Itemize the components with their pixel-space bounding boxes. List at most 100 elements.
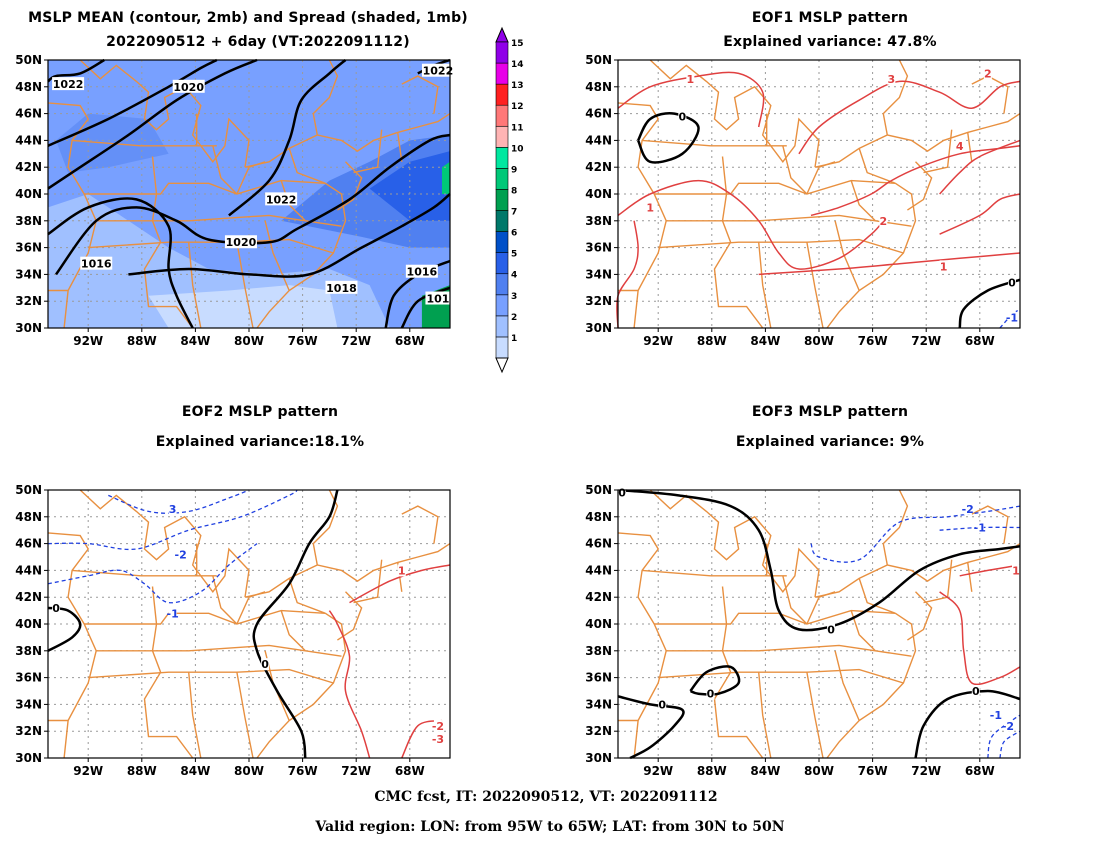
contour-label: 1020 (173, 81, 204, 94)
lon-tick-label: 84W (180, 334, 210, 348)
eof2-map: 3-2-1001-2-350N48N46N44N42N40N38N36N34N3… (15, 483, 451, 778)
lat-tick-label: 30N (585, 321, 612, 335)
lon-tick-label: 72W (911, 764, 941, 778)
colorbar-label: 15 (511, 39, 524, 49)
contour-label: 1 (646, 201, 654, 214)
lat-tick-label: 36N (585, 241, 612, 255)
contour-line (47, 543, 258, 604)
colorbar-swatch (495, 168, 509, 190)
lon-tick-label: 84W (180, 764, 210, 778)
colorbar-label: 2 (511, 313, 517, 323)
lon-tick-label: 92W (73, 334, 103, 348)
contour-line (810, 505, 1021, 563)
contour-line (108, 489, 250, 514)
contour-label: 1022 (53, 78, 84, 91)
lon-tick-label: 76W (288, 764, 318, 778)
lon-tick-label: 80W (234, 764, 264, 778)
contour-label: 0 (261, 658, 269, 671)
lat-tick-label: 40N (15, 617, 42, 631)
lat-tick-label: 50N (585, 483, 612, 497)
lat-tick-label: 48N (585, 80, 612, 94)
lon-tick-label: 88W (127, 764, 157, 778)
eof3-panel-title: EOF3 MSLP pattern (751, 404, 909, 420)
contour-line (617, 179, 884, 270)
map-frame: 0-2-110000-1-250N48N46N44N42N40N38N36N34… (585, 483, 1021, 778)
contour-label: 2 (984, 67, 992, 80)
colorbar-label: 7 (511, 208, 517, 218)
lat-tick-label: 38N (585, 644, 612, 658)
eof1-map: 0 1 1 3 2 4 2 1 0 -1 50N 48N 46N 44N 42N 40N 38N 36N 34N 32… (585, 53, 1021, 348)
map-frame: 3-2-1001-2-350N48N46N44N42N40N38N36N34N3… (15, 483, 451, 778)
lon-tick-label: 80W (804, 764, 834, 778)
contour-line (987, 714, 1021, 759)
lat-tick-label: 30N (15, 321, 42, 335)
lat-tick-label: 40N (15, 187, 42, 201)
lat-tick-label: 32N (585, 724, 612, 738)
colorbar-swatch (495, 147, 509, 169)
contour-label: 1020 (226, 236, 257, 249)
contour-line (128, 193, 451, 278)
mean-panel-subtitle: 2022090512 + 6day (VT:2022091112) (106, 34, 410, 50)
contour-label: -2 (1002, 720, 1014, 733)
colorbar-swatch (495, 315, 509, 338)
colorbar-swatch (495, 231, 509, 253)
colorbar-label: 13 (511, 81, 524, 91)
contour-label: 3 (888, 73, 896, 86)
contour-label: 0 (52, 602, 60, 615)
lon-tick-label: 80W (804, 334, 834, 348)
lon-tick-label: 68W (965, 764, 995, 778)
contour-line (616, 220, 639, 329)
eof2-panel-title: EOF2 MSLP pattern (181, 404, 339, 420)
colorbar-swatch (495, 41, 509, 64)
colorbar-swatch (495, 252, 509, 275)
colorbar-label: 10 (511, 144, 524, 154)
valid-region: Valid region: LON: from 95W to 65W; LAT:… (315, 819, 785, 835)
contour-label: -2 (962, 503, 974, 516)
contour-label: -1 (1006, 311, 1018, 324)
lat-tick-label: 44N (585, 133, 612, 147)
contour-line (55, 133, 451, 276)
lon-tick-label: 76W (858, 334, 888, 348)
lat-tick-label: 46N (15, 537, 42, 551)
state-boundaries (47, 59, 451, 329)
contour-label: -2 (432, 720, 444, 733)
lat-tick-label: 40N (585, 187, 612, 201)
lon-tick-label: 92W (73, 764, 103, 778)
colorbar-swatch (495, 336, 509, 359)
lat-tick-label: 46N (585, 107, 612, 121)
contour-label: 1018 (326, 282, 357, 295)
lon-tick-label: 88W (697, 334, 727, 348)
lat-tick-label: 44N (585, 563, 612, 577)
contour-line (328, 610, 371, 759)
lat-tick-label: 32N (585, 294, 612, 308)
colorbar-min-arrow (495, 357, 509, 374)
lat-tick-label: 30N (585, 751, 612, 765)
contour-label: 0 (972, 685, 980, 698)
contour-label: 0 (658, 698, 666, 711)
lat-tick-label: 40N (585, 617, 612, 631)
contour-line (999, 730, 1021, 759)
contour-label: 101 (426, 293, 449, 306)
contour-label: 0 (1008, 276, 1016, 289)
lat-tick-label: 38N (15, 644, 42, 658)
colorbar-swatch (495, 125, 509, 148)
contour-line (636, 112, 700, 164)
lat-tick-label: 44N (15, 133, 42, 147)
contour-label: 0 (618, 487, 626, 500)
colorbar-label: 9 (511, 165, 517, 175)
lat-tick-label: 42N (15, 160, 42, 174)
lon-tick-label: 76W (288, 334, 318, 348)
contour-line (47, 58, 105, 83)
contour-line (47, 197, 194, 329)
contour-label: 1 (1012, 564, 1020, 577)
lat-tick-label: 48N (15, 510, 42, 524)
contour-line (939, 139, 1021, 195)
contour-line (758, 252, 1021, 276)
contour-label: -2 (175, 548, 187, 561)
lat-tick-label: 46N (15, 107, 42, 121)
contour-line (939, 591, 1021, 686)
lon-tick-label: 92W (643, 764, 673, 778)
colorbar-max-arrow (495, 26, 509, 43)
forecast-info: CMC fcst, IT: 2022090512, VT: 2022091112 (374, 789, 718, 805)
